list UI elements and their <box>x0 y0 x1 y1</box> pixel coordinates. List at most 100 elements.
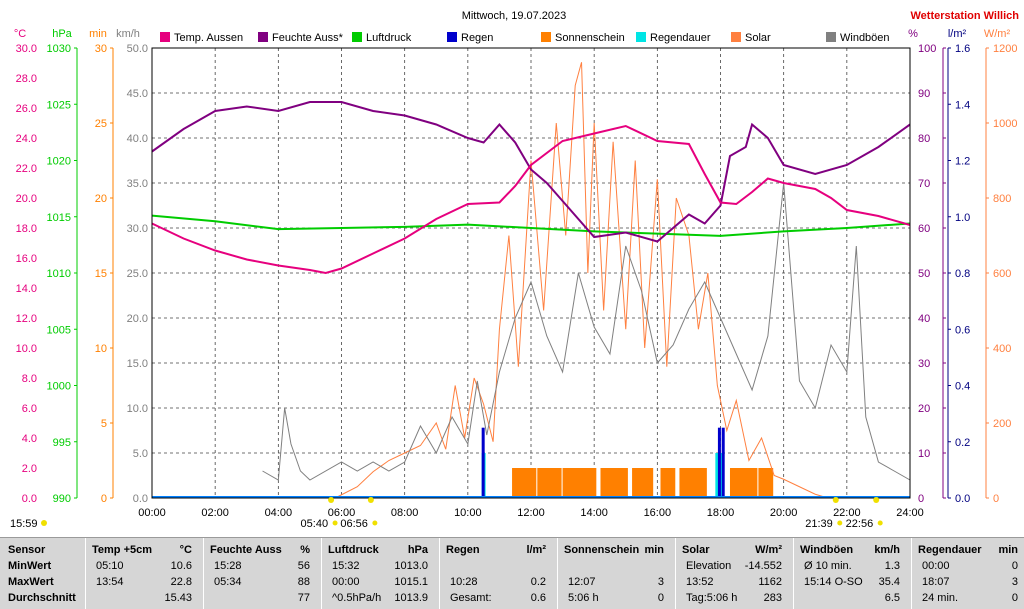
y-tick-label-pressure: 1000 <box>47 381 71 393</box>
y-tick-label-temp: 0.0 <box>22 493 37 505</box>
x-tick-label: 12:00 <box>517 507 545 519</box>
rain-bar <box>717 427 721 498</box>
table-cell-time: Tag:5:06 h <box>686 592 738 604</box>
legend-swatch <box>447 32 457 42</box>
y-tick-label-temp: 8.0 <box>22 373 37 385</box>
sunshine-bar <box>729 468 758 498</box>
x-tick-label: 20:00 <box>770 507 798 519</box>
y-tick-label-humidity: 0 <box>918 493 924 505</box>
table-separator <box>85 538 86 609</box>
y-tick-label-humidity: 100 <box>918 43 936 55</box>
y-tick-label-wind: 10.0 <box>127 403 148 415</box>
sunshine-bar <box>512 468 537 498</box>
y-tick-label-wind: 15.0 <box>127 358 148 370</box>
y-tick-label-solar: 800 <box>993 193 1011 205</box>
table-cell-value: 0 <box>1011 592 1018 604</box>
y-tick-label-rain: 0.0 <box>955 493 970 505</box>
y-tick-label-pressure: 1020 <box>47 156 71 168</box>
table-row-label: Durchschnitt <box>8 592 76 604</box>
table-separator <box>911 538 912 609</box>
sunshine-bar <box>632 468 654 498</box>
x-tick-label: 04:00 <box>265 507 293 519</box>
y-axis-unit-temp: °C <box>14 28 26 40</box>
y-axis-unit-minutes: min <box>89 28 107 40</box>
table-cell-value: 77 <box>297 592 310 604</box>
table-cell-value: 1015.1 <box>394 576 428 588</box>
y-tick-label-temp: 14.0 <box>16 283 37 295</box>
table-column-unit: l/m² <box>526 544 546 556</box>
table-cell-time: 15:14 O-SO <box>804 576 863 588</box>
legend-label: Luftdruck <box>366 32 412 44</box>
legend-label: Solar <box>745 32 771 44</box>
y-tick-label-wind: 45.0 <box>127 88 148 100</box>
table-cell-value: 1.3 <box>884 560 900 572</box>
y-tick-label-minutes: 5 <box>101 418 107 430</box>
table-cell-time: 05:34 <box>214 576 242 588</box>
sunshine-bar <box>660 468 676 498</box>
y-tick-label-temp: 2.0 <box>22 463 37 475</box>
y-tick-label-pressure: 1025 <box>47 99 71 111</box>
summary-table: Sensor MinWert MaxWert Durchschnitt Temp +5c… <box>0 537 1024 609</box>
table-cell-value: 283 <box>763 592 782 604</box>
y-tick-label-temp: 22.0 <box>16 163 37 175</box>
sun-markers: 15:59 05:40 06:56 21:39 22:56 <box>10 497 883 530</box>
plot-frame <box>151 47 911 499</box>
table-column-unit: % <box>300 544 310 556</box>
y-tick-label-humidity: 70 <box>918 178 930 190</box>
y-tick-label-rain: 1.4 <box>955 99 970 111</box>
legend-swatch <box>258 32 268 42</box>
x-tick-label: 06:00 <box>328 507 356 519</box>
table-cell-time: 13:52 <box>686 576 714 588</box>
y-axis-unit-rain: l/m² <box>948 28 967 40</box>
y-tick-label-temp: 6.0 <box>22 403 37 415</box>
y-tick-label-rain: 1.0 <box>955 212 970 224</box>
y-tick-label-wind: 20.0 <box>127 313 148 325</box>
y-tick-label-temp: 12.0 <box>16 313 37 325</box>
table-cell-time: Gesamt: <box>450 592 492 604</box>
table-cell-value: 88 <box>297 576 310 588</box>
table-cell-value: -14.552 <box>744 560 782 572</box>
table-separator <box>675 538 676 609</box>
table-separator <box>203 538 204 609</box>
y-tick-label-humidity: 80 <box>918 133 930 145</box>
y-tick-label-humidity: 30 <box>918 358 930 370</box>
table-column-title: Feuchte Auss <box>210 544 282 556</box>
table-cell-value: 6.5 <box>884 592 900 604</box>
y-tick-label-temp: 18.0 <box>16 223 37 235</box>
table-row-label: Sensor <box>8 544 46 556</box>
table-cell-time: 10:28 <box>450 576 478 588</box>
y-tick-label-solar: 1000 <box>993 118 1017 130</box>
y-tick-label-humidity: 50 <box>918 268 930 280</box>
legend-swatch <box>826 32 836 42</box>
solar-line <box>334 62 829 499</box>
sun-marker-label: 22:56 <box>846 518 874 530</box>
sun-marker-icon <box>372 520 378 526</box>
y-tick-label-minutes: 25 <box>95 118 107 130</box>
sun-marker-icon <box>832 497 839 503</box>
table-cell-time: 13:54 <box>96 576 124 588</box>
x-tick-label: 00:00 <box>138 507 166 519</box>
table-column-unit: min <box>644 544 664 556</box>
y-tick-label-rain: 1.6 <box>955 43 970 55</box>
y-tick-label-solar: 600 <box>993 268 1011 280</box>
table-column-unit: hPa <box>407 544 428 556</box>
sun-marker-icon <box>837 520 843 526</box>
temperature-line <box>151 124 911 275</box>
table-separator <box>793 538 794 609</box>
y-tick-label-pressure: 1030 <box>47 43 71 55</box>
table-cell-value: 0 <box>657 592 664 604</box>
sunshine-bar <box>562 468 597 498</box>
sun-marker-label: 05:40 <box>301 518 329 530</box>
table-separator <box>557 538 558 609</box>
y-axis-unit-solar: W/m² <box>984 28 1011 40</box>
sun-marker-icon <box>332 520 338 526</box>
table-cell-time: Elevation <box>686 560 732 572</box>
y-tick-label-rain: 0.6 <box>955 324 970 336</box>
table-cell-value: 15.43 <box>164 592 192 604</box>
y-tick-label-solar: 1200 <box>993 43 1017 55</box>
station-name: Wetterstation Willich <box>911 10 1020 22</box>
x-tick-label: 16:00 <box>644 507 672 519</box>
x-tick-label: 24:00 <box>896 507 924 519</box>
table-cell-time: 24 min. <box>922 592 959 604</box>
y-tick-label-wind: 25.0 <box>127 268 148 280</box>
